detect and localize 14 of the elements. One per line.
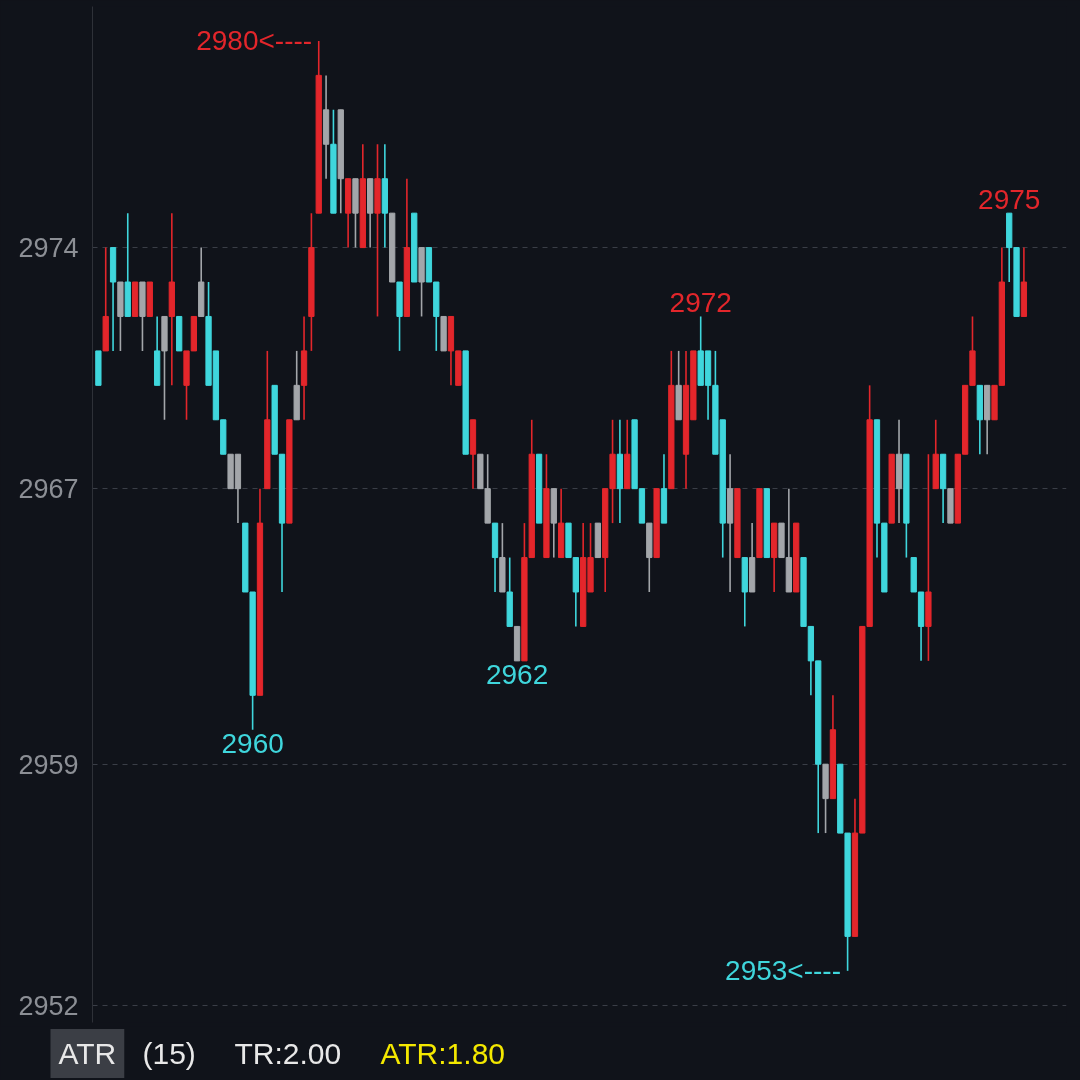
y-tick-label: 2952 (18, 990, 79, 1021)
text: ATR (58, 1037, 117, 1070)
text: ATR:1.80 (380, 1037, 505, 1070)
y-tick-label: 2967 (18, 474, 79, 505)
annotation: 2962 (485, 658, 549, 690)
text: TR:2.00 (234, 1037, 342, 1070)
y-tick-label: 2959 (18, 749, 79, 780)
annotation: 2972 (669, 287, 732, 319)
annotation: 2980<---- (196, 25, 313, 57)
y-tick-label: 2974 (18, 233, 79, 264)
annotation: 2975 (978, 184, 1041, 216)
annotation: 2960 (221, 727, 284, 759)
annotation: 2953<---- (725, 955, 841, 987)
text: (15) (142, 1037, 196, 1070)
